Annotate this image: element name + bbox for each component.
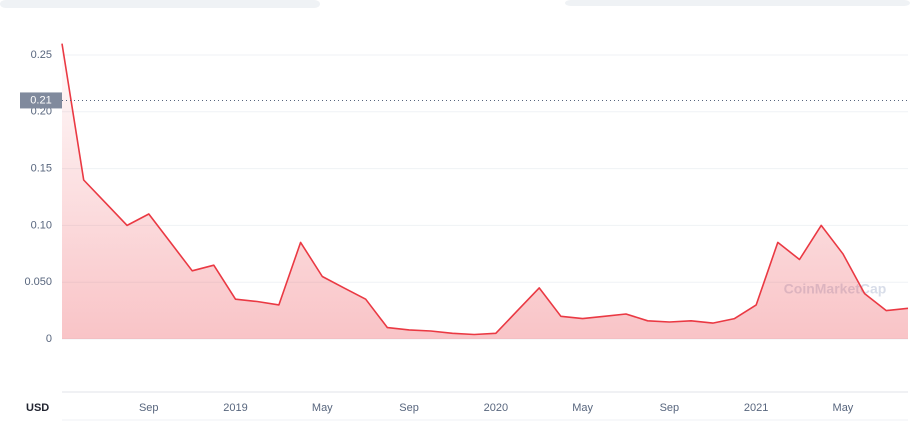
y-tick-label: 0.050 <box>24 276 52 288</box>
y-tick-label: 0.10 <box>31 219 52 231</box>
y-tick-label: 0 <box>46 333 52 345</box>
x-tick-label: 2020 <box>484 402 508 414</box>
price-line <box>61 43 909 336</box>
toolbar-box <box>565 0 910 6</box>
x-tick-label: Sep <box>399 402 419 414</box>
y-tick-label: 0.25 <box>31 49 52 61</box>
x-tick-label: May <box>312 402 333 414</box>
x-tick-label: Sep <box>139 402 159 414</box>
y-tick-label: 0.20 <box>31 106 52 118</box>
x-tick-label: May <box>572 402 593 414</box>
x-tick-label: 2021 <box>744 402 768 414</box>
area <box>62 43 908 339</box>
x-tick-label: Sep <box>660 402 680 414</box>
x-tick-label: May <box>833 402 854 414</box>
current-price-label: 0.21 <box>30 94 51 106</box>
currency-label: USD <box>26 402 49 414</box>
current-price-box <box>20 92 62 109</box>
y-tick-label: 0.15 <box>31 163 52 175</box>
toolbar-box <box>0 0 320 8</box>
x-tick-label: 2019 <box>223 402 247 414</box>
